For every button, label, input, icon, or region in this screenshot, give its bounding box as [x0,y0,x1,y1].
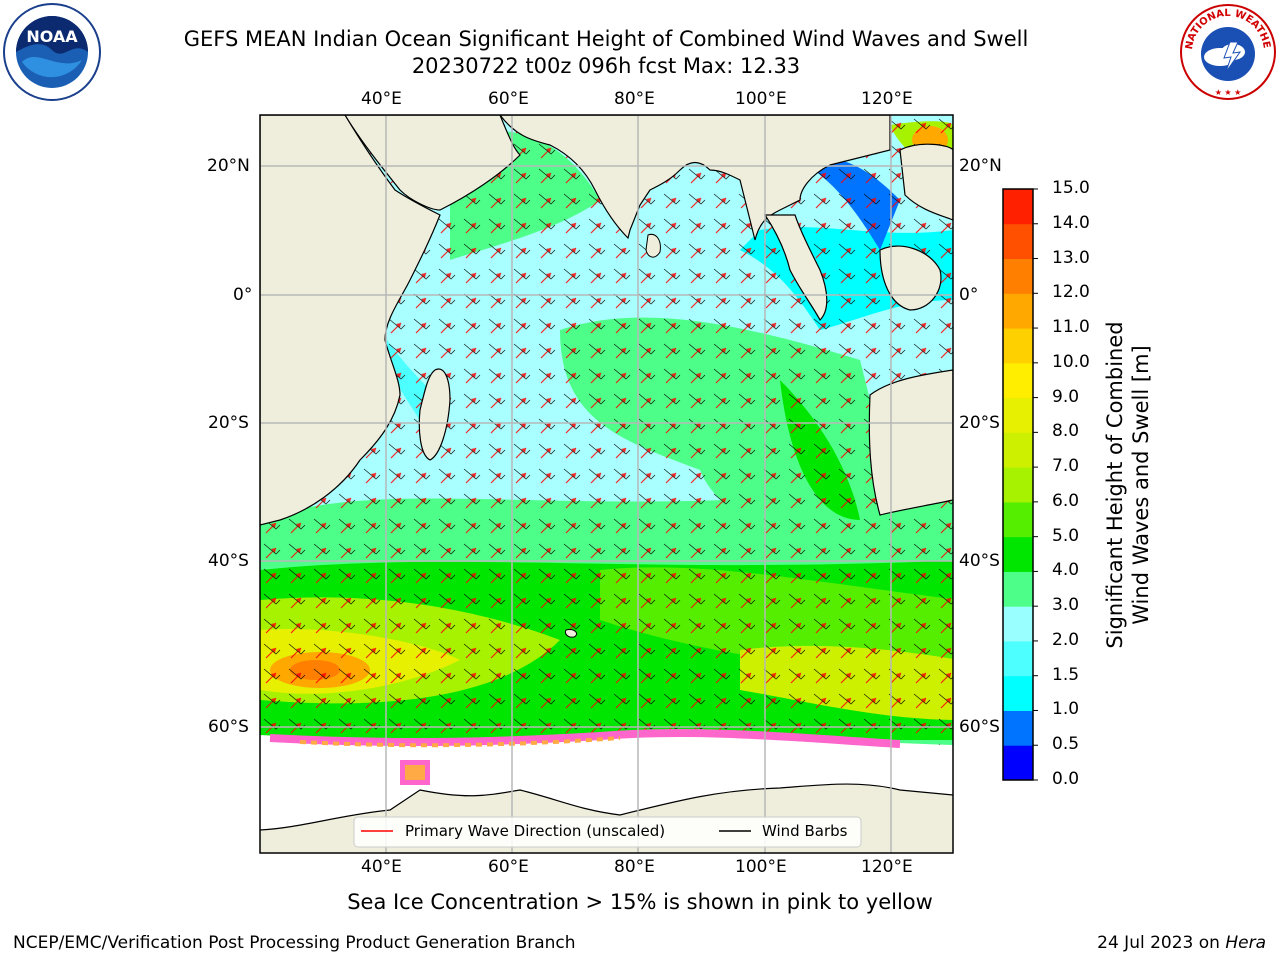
colorbar-title-line2: Wind Waves and Swell [m] [1129,345,1153,625]
colorbar-tick-label: 8.0 [1052,421,1080,442]
footer-date: 24 Jul 2023 on Hera [1097,933,1266,953]
map-frame [259,114,954,854]
map-legend [353,816,862,848]
colorbar-tick-label: 15.0 [1052,178,1090,198]
chart-subtitle: 20230722 t00z 096h fcst Max: 12.33 [411,54,801,78]
noaa-logo-icon: NOAA [3,3,101,101]
svg-text:★ ★ ★: ★ ★ ★ [1215,88,1242,97]
lon-tick-bottom: 40°E [361,857,402,877]
colorbar-segment [1003,745,1033,781]
colorbar-tick-label: 5.0 [1052,525,1080,546]
colorbar-segment [1003,571,1033,607]
colorbar-segment [1003,606,1033,642]
lon-tick-top: 40°E [361,89,402,109]
lon-tick-top: 120°E [861,89,913,109]
colorbar-tick-label: 6.0 [1052,490,1080,511]
lon-tick-top: 80°E [614,89,655,109]
lat-tick-left: 20°S [208,413,249,433]
footer-date-text: 24 Jul 2023 on [1097,933,1226,953]
lon-tick-bottom: 120°E [861,857,913,877]
colorbar-tick-label: 9.0 [1052,386,1080,407]
colorbar-segment [1003,189,1033,225]
colorbar-segment [1003,640,1033,677]
colorbar-segment [1003,258,1033,294]
colorbar-tick-label: 3.0 [1052,595,1080,616]
colorbar-segment [1003,710,1033,746]
national-weather-service-logo-icon: NATIONAL WEATHER SERVICE ★ ★ ★ [1178,2,1276,100]
colorbar-segment [1003,467,1033,503]
colorbar-tick-label: 1.0 [1052,699,1080,720]
colorbar-segment [1003,501,1033,538]
sea-ice-footnote: Sea Ice Concentration > 15% is shown in … [347,890,933,914]
map-plot-area [260,115,953,853]
lon-tick-bottom: 80°E [614,857,655,877]
colorbar-title-line1: Significant Height of Combined [1103,321,1127,649]
colorbar-segment [1003,675,1033,711]
lat-tick-left: 0° [233,285,253,305]
colorbar [1002,188,1038,781]
colorbar-frame [1002,188,1034,781]
colorbar-tick-label: 12.0 [1052,282,1090,303]
lat-tick-right: 20°N [959,156,1002,176]
colorbar-segment [1003,397,1033,433]
lat-tick-right: 60°S [959,717,1000,737]
lat-tick-right: 20°S [959,413,1000,433]
colorbar-tick-label: 2.0 [1052,629,1080,650]
gridlines [260,115,953,853]
colorbar-tick-labels: 0.0 0.5 1.0 1.5 2.0 3.0 4.0 5.0 6.0 7.0 8.0 9.0 10.0… [1052,178,1142,790]
colorbar-segment [1003,293,1033,329]
colorbar-tick-label: 7.0 [1052,456,1080,477]
footer-host: Hera [1225,933,1266,953]
chart-title: GEFS MEAN Indian Ocean Significant Heigh… [183,27,1029,51]
lat-tick-left: 60°S [208,717,249,737]
lon-tick-top: 100°E [735,89,787,109]
lat-tick-left: 40°S [208,551,249,571]
lon-tick-bottom: 60°E [488,857,529,877]
colorbar-tick-label: 11.0 [1052,317,1090,338]
colorbar-tick-label: 14.0 [1052,212,1090,233]
colorbar-tick-label: 0.5 [1052,734,1080,755]
noaa-logo-text: NOAA [26,27,78,46]
colorbar-tick-label: 1.5 [1052,664,1080,685]
colorbar-segment [1003,536,1033,572]
colorbar-segment [1003,223,1033,260]
lat-tick-right: 40°S [959,551,1000,571]
colorbar-segment [1003,328,1033,364]
lon-tick-bottom: 100°E [735,857,787,877]
colorbar-tick-label: 13.0 [1052,247,1090,268]
footer-organization: NCEP/EMC/Verification Post Processing Pr… [13,933,576,953]
legend-wind-barbs: Wind Barbs [762,822,848,840]
lon-tick-top: 60°E [488,89,529,109]
colorbar-segment [1003,362,1033,399]
colorbar-tick-label: 4.0 [1052,560,1080,581]
colorbar-tick-label: 0.0 [1052,769,1080,789]
legend-wave-direction: Primary Wave Direction (unscaled) [405,822,666,840]
colorbar-segment [1003,432,1033,468]
lat-tick-left: 20°N [207,156,250,176]
colorbar-tick-label: 10.0 [1052,351,1090,372]
lat-tick-right: 0° [959,285,979,305]
